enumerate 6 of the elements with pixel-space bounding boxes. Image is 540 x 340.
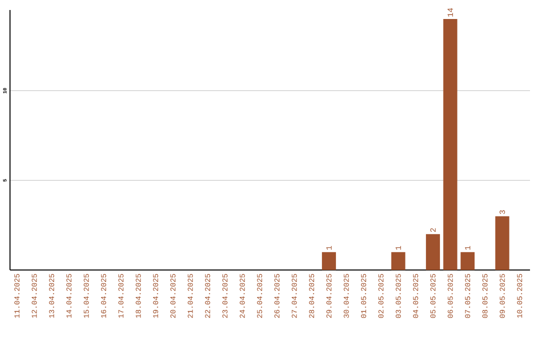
bar — [443, 18, 458, 270]
bar — [426, 234, 440, 270]
bar — [460, 252, 475, 270]
bar — [495, 216, 510, 270]
bar — [322, 252, 336, 270]
bar — [391, 252, 406, 270]
